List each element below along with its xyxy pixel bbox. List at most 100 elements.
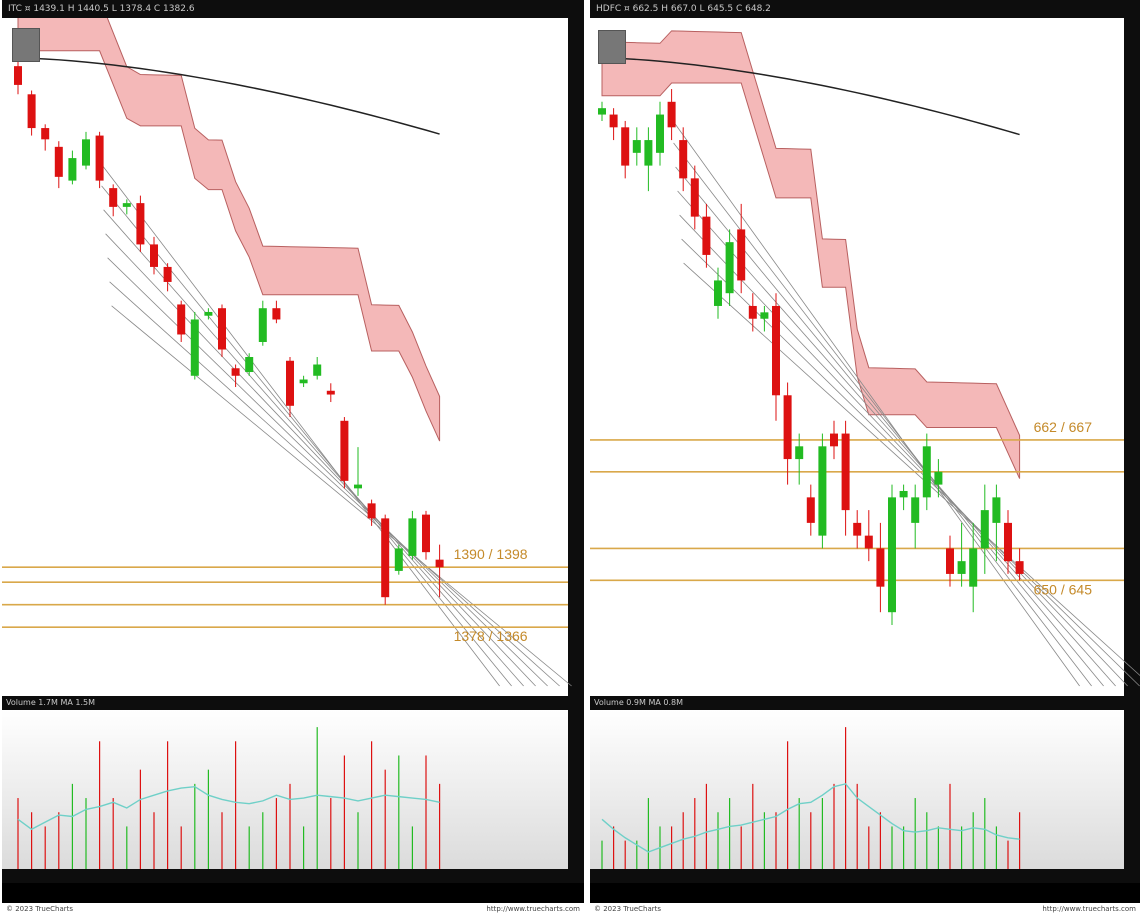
candle-body [381,518,390,598]
price-level-label: 1378 / 1366 [454,628,528,644]
right-volume-header: Volume 0.9M MA 0.8M [590,696,1140,710]
candle-body [899,490,908,498]
candle-body [992,497,1001,523]
candle-body [27,94,36,129]
candle-body [163,266,172,282]
candle-body [748,305,757,319]
candle-body [911,497,920,523]
volume-axis-strip [568,710,584,883]
cloud-band [17,18,441,442]
time-axis-strip [2,869,584,883]
right-footer-copyright: © 2023 TrueCharts [594,905,662,913]
candle-body [853,522,862,536]
candle-body [340,420,349,481]
candle-body [772,305,780,396]
left-footer: © 2023 TrueCharts http://www.truecharts.… [2,903,584,915]
candle-body [204,311,213,316]
left-footer-link[interactable]: http://www.truecharts.com [486,905,580,913]
candle-body [313,364,322,376]
price-axis-strip [1124,18,1140,696]
candle-body [136,203,145,245]
candle-body [422,514,430,553]
candle-body [367,503,376,519]
candle-body [679,140,688,179]
channel-line [679,214,1128,687]
candle-body [783,395,792,460]
volume-plot-background [2,710,568,883]
candle-body [354,484,362,489]
candle-body [122,203,131,207]
candle-body [326,390,335,395]
candle-body [644,140,653,166]
candle-body [737,229,746,281]
price-level-label: 650 / 645 [1034,581,1093,597]
candle-body [95,135,104,181]
price-level-label: 662 / 667 [1034,419,1093,435]
left-volume-chart [2,710,584,883]
candle-body [408,518,417,556]
candle-body [1004,522,1012,562]
candle-body [714,280,722,306]
candle-body [54,146,63,177]
candle-body [980,510,989,549]
candle-body [190,319,199,376]
candle-body [690,178,699,217]
candle-body [957,561,966,574]
channel-line [675,166,1104,687]
right-footer-link[interactable]: http://www.truecharts.com [1042,905,1136,913]
candle-body [82,139,90,166]
candle-body [41,128,50,140]
left-chart-panel: ITC ¤ 1439.1 H 1440.5 L 1378.4 C 1382.6 … [2,0,584,915]
candle-body [946,548,954,574]
left-price-chart[interactable]: 1390 / 1398 1378 / 1366 [2,18,584,696]
candle-body [818,446,827,536]
time-axis-strip [590,869,1140,883]
left-volume-header: Volume 1.7M MA 1.5M [2,696,584,710]
candle-body [609,114,618,128]
candle-body [876,548,885,587]
candle-body [667,101,676,128]
candle-body [632,140,641,153]
volume-moving-average [17,785,440,831]
long-moving-average [601,57,1020,136]
candle-body [621,127,630,166]
volume-axis-strip [1124,710,1140,883]
candle-body [109,188,118,207]
price-level-label: 1390 / 1398 [454,546,528,562]
candle-body [888,497,896,613]
candle-body [258,308,267,342]
right-price-chart[interactable]: 662 / 667 650 / 645 [590,18,1140,696]
candle-body [150,244,158,267]
left-logo [12,28,40,62]
candle-body [14,66,22,85]
candle-body [760,312,769,319]
candle-body [286,360,294,406]
candle-body [1015,561,1024,574]
long-moving-average [17,57,440,135]
candle-body [435,559,444,568]
candle-body [806,497,815,523]
candle-body [177,304,186,335]
candle-body [830,433,838,447]
candle-body [702,216,711,255]
candle-body [864,535,873,549]
right-footer: © 2023 TrueCharts http://www.truecharts.… [590,903,1140,915]
candle-body [68,158,77,181]
right-chart-header: HDFC ¤ 662.5 H 667.0 L 645.5 C 648.2 [590,0,1140,18]
channel-line [671,118,1080,687]
candle-body [922,446,931,498]
channel-line [99,161,500,687]
candle-body [934,471,943,485]
left-footer-copyright: © 2023 TrueCharts [6,905,74,913]
channel-line [677,190,1116,687]
candle-body [656,114,664,153]
channel-line [103,209,524,687]
candle-body [299,379,308,384]
right-chart-panel: HDFC ¤ 662.5 H 667.0 L 645.5 C 648.2 662… [590,0,1140,915]
candle-body [272,308,281,320]
channel-line [109,281,560,687]
candle-body [969,548,978,587]
volume-moving-average [601,783,1020,853]
right-logo [598,30,626,64]
price-plot-background [2,18,568,696]
